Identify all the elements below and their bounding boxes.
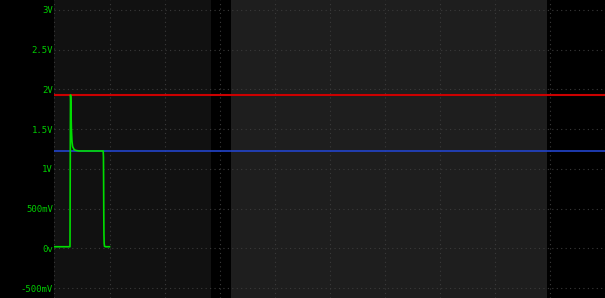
Bar — [54, 0, 211, 298]
Bar — [231, 0, 547, 298]
